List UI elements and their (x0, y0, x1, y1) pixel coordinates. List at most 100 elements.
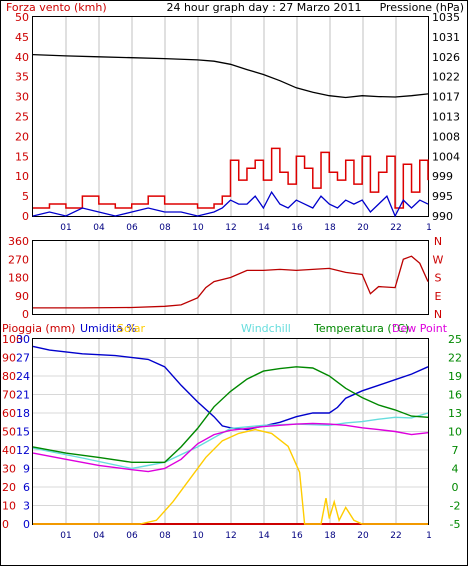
left-tick-label: 35 (15, 71, 29, 84)
temperature-tick-label: 22 (448, 352, 462, 365)
direction-tick-label: 270 (8, 253, 29, 266)
x-tick-label: 14 (258, 223, 270, 233)
rain-tick-label: 0 (2, 518, 9, 531)
x-tick-label: 04 (93, 223, 105, 233)
temperature-tick-label: 7 (452, 444, 459, 457)
x-tick-label: 20 (357, 223, 369, 233)
temperature-tick-label: 10 (448, 426, 462, 439)
right-tick-label: 990 (432, 210, 453, 223)
series-line (32, 366, 429, 463)
rain-tick-label: 20 (2, 481, 16, 494)
series-line (32, 422, 429, 473)
direction-tick-label: 0 (22, 308, 29, 321)
chart-layer: 01 04 06 08 10 12 14 16 18 20 22 105101520253035404… (2, 11, 462, 541)
humidity-tick-label: 24 (16, 370, 30, 383)
rain-tick-label: 100 (2, 333, 23, 346)
right-tick-label: 1004 (432, 150, 460, 163)
temperature-tick-label: 19 (448, 370, 462, 383)
legend-dew-point: Dew Point (392, 322, 448, 335)
x-tick-label: 10 (192, 531, 204, 541)
x-tick-label: 12 (225, 223, 236, 233)
x-tick-label: 01 (60, 531, 71, 541)
wind-axis-label: Forza vento (kmh) (6, 1, 107, 14)
left-tick-label: 45 (15, 31, 29, 44)
x-tick-label: 1 (426, 531, 432, 541)
rain-tick-label: 80 (2, 370, 16, 383)
x-tick-label: 08 (159, 531, 171, 541)
x-tick-label: 22 (390, 531, 401, 541)
left-tick-label: 50 (15, 11, 29, 24)
series-line (33, 255, 429, 309)
legend-pioggia: Pioggia (mm) (2, 322, 75, 335)
legend-temperatura: Temperatura (°C) (313, 322, 409, 335)
temperature-tick-label: -2 (450, 500, 461, 513)
x-tick-label: 1 (426, 223, 432, 233)
humidity-tick-label: 0 (23, 518, 30, 531)
right-tick-label: 995 (432, 190, 453, 203)
x-tick-label: 06 (126, 223, 138, 233)
temperature-tick-label: -5 (450, 518, 461, 531)
humidity-tick-label: 30 (16, 333, 30, 346)
series-line (33, 428, 428, 525)
right-tick-label: 1026 (432, 51, 460, 64)
right-tick-label: 1013 (432, 111, 460, 124)
left-tick-label: 5 (22, 190, 29, 203)
humidity-tick-label: 12 (16, 444, 30, 457)
left-tick-label: 0 (22, 210, 29, 223)
humidity-tick-label: 9 (23, 463, 30, 476)
temperature-tick-label: 16 (448, 389, 462, 402)
x-tick-label: 16 (291, 531, 303, 541)
x-tick-label: 18 (324, 223, 336, 233)
left-tick-label: 40 (15, 51, 29, 64)
left-tick-label: 20 (15, 130, 29, 143)
compass-tick-label: N (434, 235, 442, 248)
humidity-tick-label: 27 (16, 352, 30, 365)
rain-tick-label: 30 (2, 463, 16, 476)
rain-tick-label: 60 (2, 407, 16, 420)
temperature-tick-label: 0 (452, 481, 459, 494)
x-tick-label: 16 (291, 223, 303, 233)
left-tick-label: 30 (15, 91, 29, 104)
rain-tick-label: 50 (2, 426, 16, 439)
x-tick-label: 10 (192, 223, 204, 233)
left-tick-label: 25 (15, 111, 29, 124)
direction-tick-label: 360 (8, 235, 29, 248)
legend-windchill: Windchill (241, 322, 291, 335)
x-tick-label: 12 (225, 531, 236, 541)
series-line (32, 53, 429, 99)
temperature-tick-label: 4 (452, 463, 459, 476)
left-tick-label: 10 (15, 170, 29, 183)
rain-tick-label: 40 (2, 444, 16, 457)
rain-tick-label: 70 (2, 389, 16, 402)
pressure-axis-label: Pressione (hPa) (380, 1, 464, 14)
legend-solar: Solar (117, 322, 146, 335)
right-tick-label: 1017 (432, 91, 460, 104)
x-tick-label: 18 (324, 531, 336, 541)
left-tick-label: 15 (15, 150, 29, 163)
temperature-tick-label: 25 (448, 333, 462, 346)
series-line (32, 190, 429, 218)
compass-tick-label: W (433, 253, 444, 266)
right-tick-label: 1035 (432, 11, 460, 24)
graph-title: 24 hour graph day : 27 Marzo 2011 (166, 1, 361, 14)
compass-tick-label: S (435, 272, 442, 285)
right-tick-label: 1022 (432, 71, 460, 84)
x-tick-label: 04 (93, 531, 105, 541)
series-line (33, 147, 429, 209)
x-tick-label: 22 (390, 223, 401, 233)
direction-tick-label: 180 (8, 272, 29, 285)
humidity-tick-label: 15 (16, 426, 30, 439)
humidity-tick-label: 3 (23, 500, 30, 513)
right-tick-label: 1031 (432, 31, 460, 44)
humidity-tick-label: 21 (16, 389, 30, 402)
x-tick-label: 14 (258, 531, 270, 541)
legend-umidita: Umidita % (80, 322, 137, 335)
compass-tick-label: N (434, 308, 442, 321)
rain-tick-label: 10 (2, 500, 16, 513)
x-tick-label: 06 (126, 531, 138, 541)
humidity-tick-label: 6 (23, 481, 30, 494)
right-tick-label: 999 (432, 170, 453, 183)
x-tick-label: 08 (159, 223, 171, 233)
